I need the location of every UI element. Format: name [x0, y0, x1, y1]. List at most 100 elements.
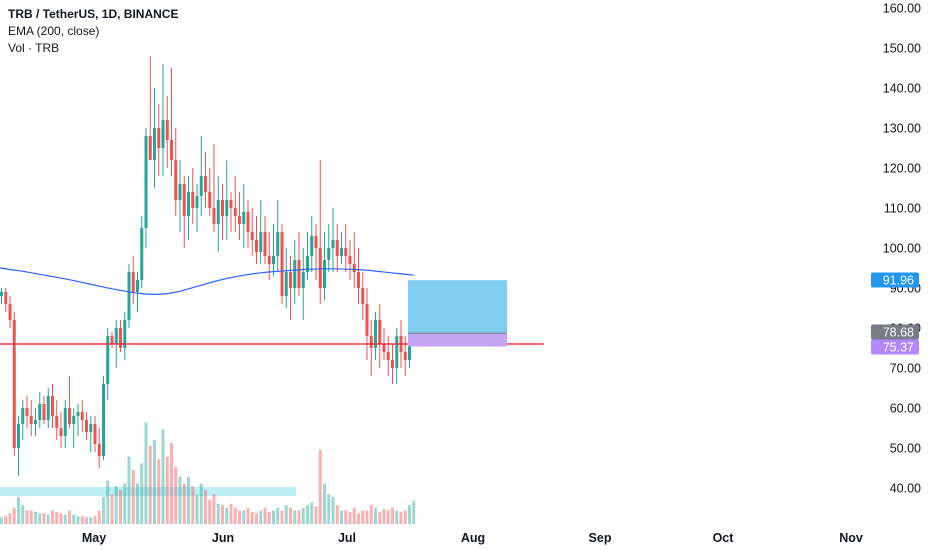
candle-body[interactable]	[25, 408, 29, 416]
candle-body[interactable]	[284, 272, 288, 296]
candle-body[interactable]	[374, 320, 377, 348]
candle-body[interactable]	[221, 200, 224, 216]
candle-body[interactable]	[369, 336, 373, 348]
candle-body[interactable]	[250, 232, 254, 240]
candle-body[interactable]	[259, 232, 263, 252]
candle-body[interactable]	[293, 260, 297, 288]
candle-body[interactable]	[246, 212, 250, 232]
candle-body[interactable]	[280, 232, 284, 296]
candle-body[interactable]	[34, 420, 37, 424]
candle-body[interactable]	[225, 200, 229, 216]
candle-body[interactable]	[391, 360, 394, 368]
candle-body[interactable]	[306, 256, 309, 272]
candle-body[interactable]	[395, 336, 399, 368]
candle-body[interactable]	[153, 128, 156, 160]
candle-body[interactable]	[131, 272, 135, 292]
candle-body[interactable]	[191, 192, 195, 208]
candle-body[interactable]	[403, 352, 407, 360]
candle-body[interactable]	[352, 264, 356, 272]
candle-body[interactable]	[55, 416, 59, 428]
candle-body[interactable]	[63, 408, 67, 436]
candle-body[interactable]	[335, 240, 339, 256]
candle-body[interactable]	[8, 304, 12, 320]
candle-body[interactable]	[68, 408, 71, 424]
candle-body[interactable]	[93, 424, 97, 444]
candle-body[interactable]	[102, 384, 105, 456]
candle-body[interactable]	[51, 396, 54, 416]
candle-body[interactable]	[72, 416, 76, 424]
candle-body[interactable]	[38, 404, 42, 420]
candle-body[interactable]	[127, 272, 131, 320]
candle-body[interactable]	[208, 192, 212, 208]
candle-body[interactable]	[17, 424, 20, 448]
candle-body[interactable]	[323, 260, 326, 288]
candle-body[interactable]	[357, 272, 360, 288]
candle-body[interactable]	[157, 128, 161, 148]
candle-body[interactable]	[119, 328, 122, 348]
candle-body[interactable]	[136, 280, 139, 292]
candle-body[interactable]	[106, 336, 110, 384]
candle-body[interactable]	[272, 256, 275, 264]
candle-body[interactable]	[123, 320, 127, 348]
candle-body[interactable]	[161, 120, 165, 148]
candle-body[interactable]	[314, 236, 318, 248]
candle-body[interactable]	[361, 288, 365, 304]
candle-body[interactable]	[97, 444, 101, 456]
stop-zone[interactable]	[408, 333, 507, 347]
candle-body[interactable]	[46, 396, 50, 420]
candle-body[interactable]	[344, 248, 348, 256]
candle-body[interactable]	[327, 248, 331, 260]
candle-body[interactable]	[340, 248, 343, 256]
candle-body[interactable]	[165, 120, 169, 140]
candle-body[interactable]	[204, 176, 207, 192]
candle-body[interactable]	[170, 140, 173, 160]
candle-body[interactable]	[174, 160, 178, 200]
candle-body[interactable]	[110, 336, 114, 344]
candle-body[interactable]	[289, 272, 292, 288]
candle-body[interactable]	[85, 420, 88, 432]
candle-body[interactable]	[378, 320, 382, 344]
candle-body[interactable]	[310, 236, 314, 256]
candle-body[interactable]	[4, 292, 8, 304]
stop-price-badge[interactable]: 75.37	[871, 339, 919, 355]
candle-body[interactable]	[12, 320, 16, 448]
candle-body[interactable]	[255, 240, 258, 252]
candle-body[interactable]	[114, 328, 118, 344]
symbol-title[interactable]: TRB / TetherUS, 1D, BINANCE	[8, 7, 179, 21]
candle-body[interactable]	[216, 200, 220, 224]
candle-body[interactable]	[148, 136, 152, 160]
candle-body[interactable]	[331, 240, 335, 248]
candle-body[interactable]	[263, 232, 267, 256]
candle-body[interactable]	[212, 208, 216, 224]
candle-body[interactable]	[144, 136, 148, 228]
candle-body[interactable]	[195, 196, 199, 208]
ema-indicator-label[interactable]: EMA (200, close)	[8, 24, 100, 38]
candle-body[interactable]	[187, 192, 190, 216]
candle-body[interactable]	[242, 212, 246, 224]
candle-body[interactable]	[42, 404, 46, 420]
candle-body[interactable]	[318, 248, 322, 288]
last-price-badge[interactable]: 78.68	[871, 324, 919, 340]
candle-body[interactable]	[276, 232, 280, 256]
candle-body[interactable]	[178, 184, 182, 200]
candle-body[interactable]	[348, 256, 352, 264]
candle-body[interactable]	[386, 352, 390, 360]
candle-body[interactable]	[21, 408, 25, 424]
target-price-badge[interactable]: 91.96	[871, 272, 919, 288]
candle-body[interactable]	[382, 344, 386, 352]
candle-body[interactable]	[229, 200, 233, 208]
candle-body[interactable]	[29, 416, 33, 424]
candle-body[interactable]	[267, 256, 271, 264]
candle-body[interactable]	[89, 424, 93, 432]
candle-body[interactable]	[365, 304, 369, 336]
candle-body[interactable]	[182, 184, 186, 216]
candle-body[interactable]	[301, 272, 305, 288]
candle-body[interactable]	[408, 336, 411, 360]
candle-body[interactable]	[238, 216, 241, 224]
candle-body[interactable]	[80, 412, 84, 420]
candle-body[interactable]	[76, 412, 80, 416]
candle-body[interactable]	[59, 428, 63, 436]
candle-body[interactable]	[297, 260, 301, 288]
profit-zone[interactable]	[408, 280, 507, 334]
